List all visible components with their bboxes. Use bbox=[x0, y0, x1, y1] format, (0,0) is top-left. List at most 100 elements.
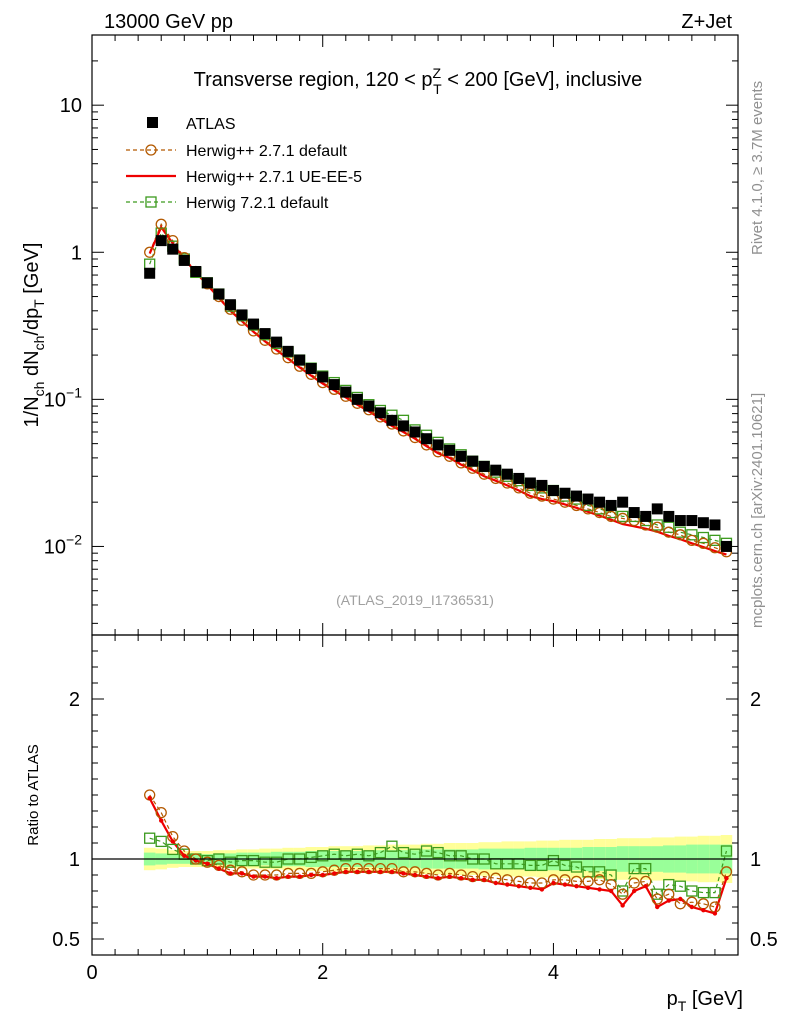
ratio-point-herwig-ueee5 bbox=[320, 872, 325, 878]
point-atlas bbox=[444, 444, 456, 456]
point-atlas bbox=[467, 455, 479, 467]
x-tick-label: 4 bbox=[548, 962, 559, 984]
series-line-herwig-default bbox=[149, 223, 727, 553]
point-atlas bbox=[305, 363, 317, 375]
ratio-point-herwig721 bbox=[397, 846, 410, 859]
title-sub: T bbox=[433, 81, 442, 97]
ratio-point-herwig-ueee5 bbox=[608, 888, 614, 894]
ratio-point-herwig721 bbox=[686, 885, 698, 897]
point-atlas bbox=[340, 386, 352, 398]
ylabel-part-b: dN bbox=[21, 350, 43, 381]
ratio-point-herwig721 bbox=[536, 859, 548, 872]
point-atlas bbox=[536, 479, 548, 491]
legend-label-herwig-default: Herwig++ 2.7.1 default bbox=[186, 143, 348, 160]
ratio-point-herwig-ueee5 bbox=[470, 877, 475, 882]
point-herwig-default bbox=[709, 542, 721, 554]
point-atlas bbox=[605, 499, 617, 511]
point-atlas bbox=[490, 464, 502, 476]
main-y-tick-label-base: 1 bbox=[71, 242, 82, 264]
ratio-point-herwig-ueee5 bbox=[689, 904, 695, 910]
ratio-point-herwig721 bbox=[317, 850, 329, 862]
ratio-point-herwig-ueee5 bbox=[631, 888, 637, 894]
ratio-point-herwig-default bbox=[236, 866, 248, 878]
ratio-point-herwig-ueee5 bbox=[516, 884, 522, 889]
series-line-herwig721 bbox=[149, 231, 727, 544]
ratio-point-herwig-ueee5 bbox=[228, 871, 233, 876]
ratio-point-herwig-ueee5 bbox=[447, 874, 452, 879]
point-atlas bbox=[409, 426, 421, 438]
ratio-point-herwig-ueee5 bbox=[435, 876, 441, 881]
point-herwig-default bbox=[674, 529, 686, 541]
ratio-point-herwig-ueee5 bbox=[251, 874, 256, 879]
main-y-tick-label: 10−2 bbox=[44, 531, 82, 558]
main-panel: Transverse region, 120 < pZ T < 200 [GeV]… bbox=[21, 34, 739, 636]
main-y-tick-label: 1 bbox=[71, 242, 82, 264]
ratio-point-herwig-default bbox=[628, 877, 640, 889]
ratio-point-herwig-ueee5 bbox=[528, 885, 533, 890]
ratio-point-herwig721 bbox=[155, 835, 167, 848]
point-atlas bbox=[259, 328, 271, 340]
x-tick-label: 2 bbox=[317, 962, 328, 984]
ratio-point-herwig721 bbox=[640, 862, 652, 875]
ratio-point-herwig-ueee5 bbox=[274, 876, 279, 881]
point-atlas bbox=[663, 510, 675, 522]
point-herwig-default bbox=[663, 526, 675, 538]
ratio-point-herwig-ueee5 bbox=[505, 882, 510, 887]
point-atlas bbox=[421, 433, 433, 445]
ratio-point-herwig-default bbox=[397, 866, 410, 878]
main-y-axis-label: 1/Nch dNch/dpT [GeV] bbox=[21, 243, 47, 428]
ylabel-part-c: /dp bbox=[21, 308, 43, 336]
ylabel-sub-c: T bbox=[31, 299, 47, 308]
ratio-point-herwig-ueee5 bbox=[666, 898, 671, 903]
point-herwig-default bbox=[144, 246, 156, 258]
ratio-point-herwig721 bbox=[559, 859, 571, 872]
main-y-tick-label-base: 10 bbox=[44, 389, 66, 411]
main-y-tick-label-base: 10 bbox=[60, 95, 82, 117]
point-atlas bbox=[374, 407, 386, 419]
ratio-y-tick-label: 0.5 bbox=[52, 929, 80, 951]
ratio-frame bbox=[91, 634, 739, 956]
ratio-point-herwig-default bbox=[247, 869, 260, 881]
title-pre: Transverse region, 120 < p bbox=[194, 69, 433, 91]
ratio-point-herwig-ueee5 bbox=[389, 869, 395, 874]
ratio-point-herwig721 bbox=[167, 843, 179, 856]
ratio-point-herwig721 bbox=[432, 846, 444, 859]
ratio-point-herwig721 bbox=[340, 850, 352, 862]
point-herwig-default bbox=[651, 521, 663, 533]
ratio-point-herwig-ueee5 bbox=[701, 908, 706, 913]
ratio-series bbox=[144, 789, 733, 916]
main-y-tick-label: 10−1 bbox=[44, 384, 82, 411]
point-atlas bbox=[328, 379, 340, 391]
point-atlas bbox=[294, 354, 306, 366]
ratio-point-herwig-ueee5 bbox=[285, 874, 291, 879]
header-process: Z+Jet bbox=[681, 11, 732, 33]
point-atlas bbox=[282, 345, 294, 357]
main-y-tick-label-base: 10 bbox=[44, 536, 66, 558]
ratio-point-herwig721 bbox=[247, 854, 260, 867]
ratio-point-herwig721 bbox=[524, 859, 537, 872]
ratio-axes: 2 2 1 1 0.5 0.5 0 2 4 bbox=[52, 634, 778, 984]
legend: ATLAS Herwig++ 2.7.1 default Herwig++ 2.… bbox=[126, 116, 362, 212]
ratio-y-tick-label-right: 2 bbox=[750, 689, 761, 711]
ratio-point-herwig-default bbox=[201, 856, 214, 868]
ratio-point-herwig-ueee5 bbox=[562, 882, 568, 887]
legend-marker-herwig-default bbox=[145, 144, 157, 156]
point-herwig-default bbox=[616, 512, 629, 525]
point-herwig-default bbox=[605, 510, 617, 523]
ratio-point-herwig721 bbox=[697, 886, 710, 899]
point-atlas bbox=[686, 515, 698, 527]
ratio-point-herwig721 bbox=[224, 856, 237, 868]
ratio-point-herwig-ueee5 bbox=[539, 887, 545, 892]
point-atlas bbox=[582, 493, 594, 505]
point-atlas bbox=[559, 487, 571, 499]
ratio-point-herwig-ueee5 bbox=[355, 869, 360, 874]
point-atlas bbox=[697, 517, 709, 529]
point-atlas bbox=[386, 414, 398, 426]
ratio-point-herwig721 bbox=[236, 854, 248, 867]
ratio-point-herwig-ueee5 bbox=[574, 884, 579, 889]
ratio-y-tick-label: 2 bbox=[69, 689, 80, 711]
ratio-point-herwig-default bbox=[605, 878, 617, 891]
ratio-point-herwig721 bbox=[270, 856, 283, 868]
point-atlas bbox=[478, 460, 490, 472]
ratio-point-herwig-ueee5 bbox=[424, 874, 429, 879]
